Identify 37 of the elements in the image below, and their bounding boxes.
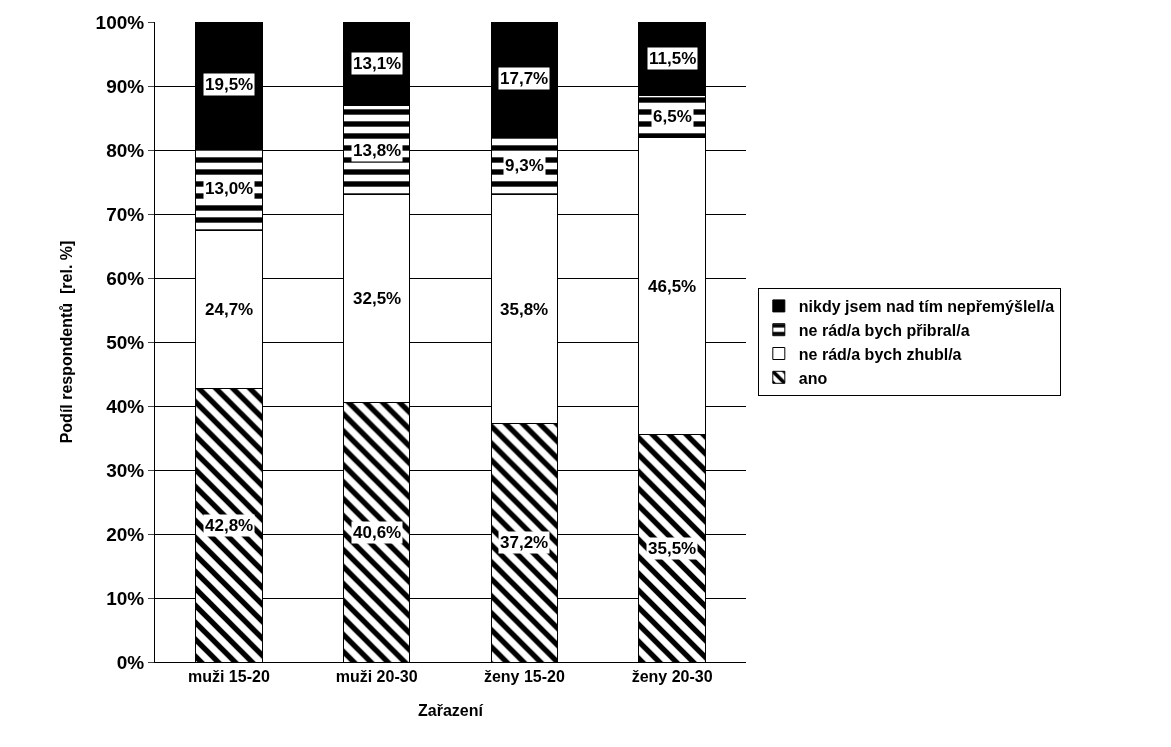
data-label: 32,5%: [353, 289, 402, 308]
legend-label: nikdy jsem nad tím nepřemýšlel/a: [798, 298, 1055, 316]
y-tick-label: 40%: [106, 395, 145, 417]
data-label: 17,7%: [500, 69, 549, 88]
data-label: 19,5%: [205, 75, 254, 94]
y-tick-label: 60%: [106, 267, 145, 289]
y-tick-label: 10%: [106, 587, 145, 609]
data-label: 11,5%: [649, 49, 697, 68]
x-tick-label: ženy 20-30: [631, 668, 713, 686]
x-tick-label: ženy 15-20: [483, 668, 565, 686]
y-tick-label: 90%: [106, 75, 145, 97]
data-label: 13,1%: [353, 54, 402, 73]
y-tick-label: 100%: [95, 11, 145, 33]
y-tick-label: 80%: [106, 139, 145, 161]
data-label: 13,0%: [205, 179, 254, 198]
data-label: 9,3%: [505, 156, 544, 175]
data-label: 35,8%: [500, 300, 549, 319]
data-label: 37,2%: [500, 533, 549, 552]
x-tick-label: muži 15-20: [187, 668, 270, 686]
text: ne rád/a bych přibral/a: [798, 321, 970, 339]
x-tick-label: muži 20-30: [335, 668, 418, 686]
y-tick-label: 50%: [106, 331, 145, 353]
legend-label: ne rád/a bych zhubl/a: [798, 345, 962, 363]
y-tick-label: 30%: [106, 459, 145, 481]
y-tick-label: 20%: [106, 523, 145, 545]
data-label: 13,8%: [353, 141, 402, 160]
y-tick-label: 0%: [116, 651, 145, 673]
data-label: 46,5%: [648, 277, 697, 296]
data-label: 24,7%: [205, 300, 254, 319]
data-label: 35,5%: [648, 539, 697, 558]
data-label: 40,6%: [353, 523, 402, 542]
data-label: 42,8%: [205, 516, 254, 535]
text: ano: [798, 369, 828, 387]
x-axis-title: Zařazení: [418, 701, 484, 719]
y-tick-label: 70%: [106, 203, 145, 225]
y-axis-title: Podíl respondentů [rel. %]: [58, 240, 76, 444]
data-label: 6,5%: [653, 107, 692, 126]
